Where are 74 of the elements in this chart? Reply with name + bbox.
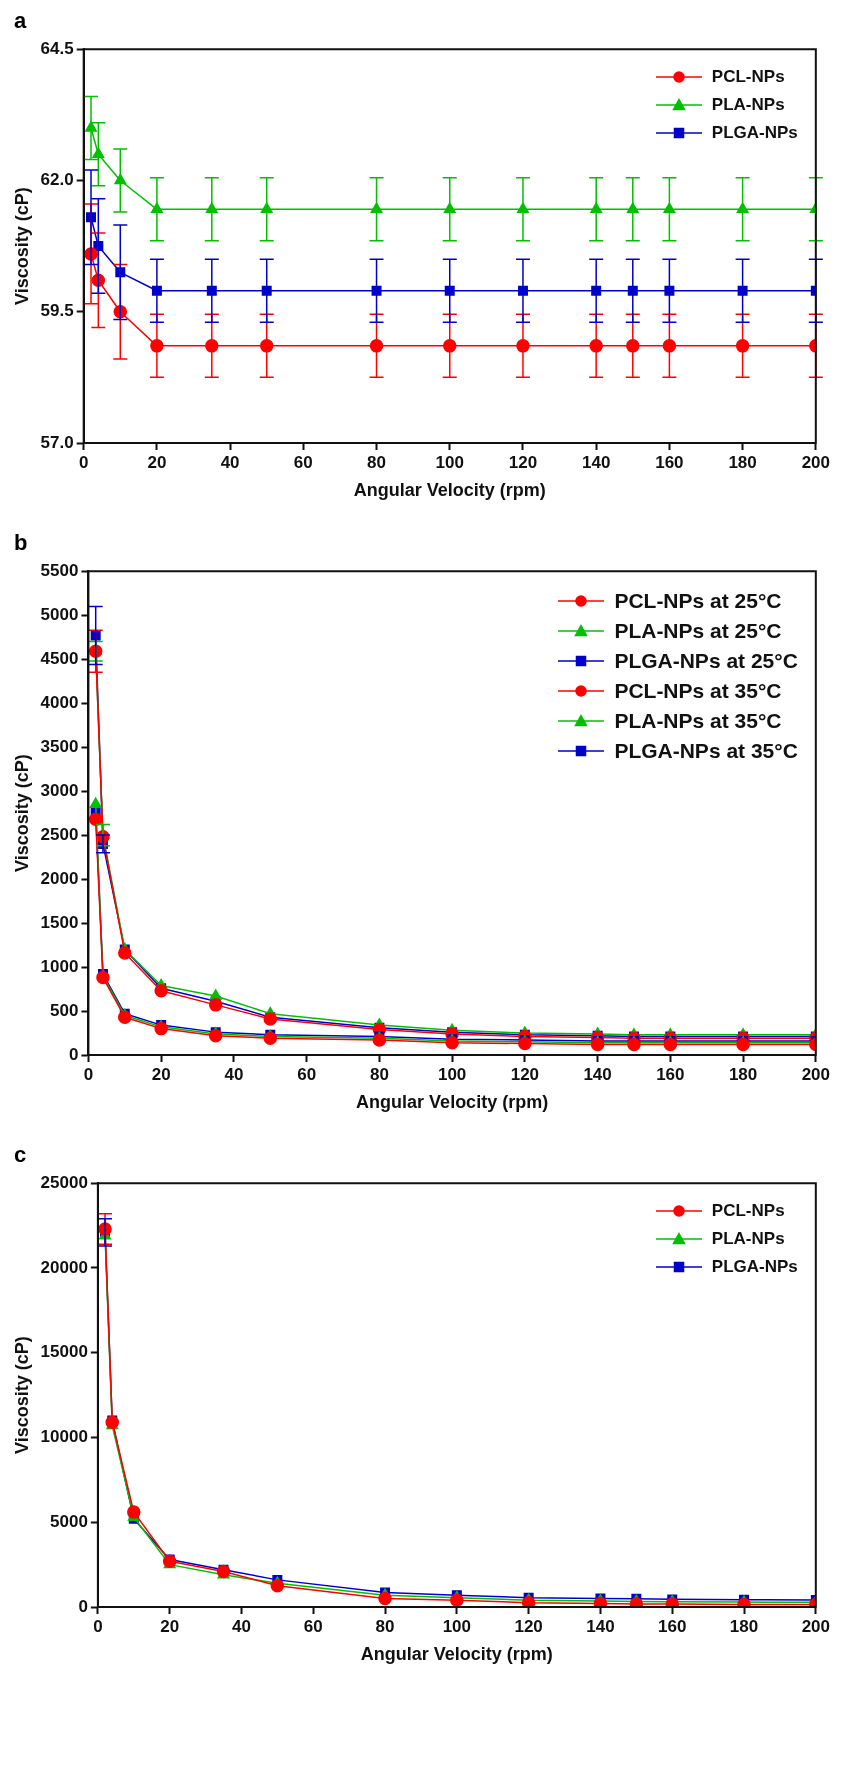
- x-tick-label: 0: [93, 1616, 103, 1636]
- x-tick-label: 100: [435, 452, 464, 472]
- legend-label: PLA-NPs at 35°C: [614, 709, 782, 734]
- y-tick-label: 5000: [40, 604, 79, 624]
- y-tick-label: 4500: [40, 648, 79, 668]
- x-tick-label: 80: [369, 1064, 389, 1084]
- y-tick-label: 3000: [40, 780, 79, 800]
- legend-label: PLGA-NPs: [711, 1257, 798, 1278]
- y-tick-label: 10000: [40, 1427, 88, 1447]
- y-tick-label: 500: [50, 1000, 79, 1020]
- x-axis-title: Angular Velocity (rpm): [353, 480, 546, 501]
- x-tick-label: 140: [586, 1616, 615, 1636]
- y-axis-title: Viscosity (cP): [11, 1336, 32, 1454]
- legend-label: PLA-NPs: [711, 95, 785, 116]
- x-tick-label: 200: [801, 1616, 831, 1636]
- x-tick-label: 160: [656, 1064, 685, 1084]
- x-tick-label: 20: [160, 1616, 180, 1636]
- y-tick-label: 1000: [40, 956, 79, 976]
- x-tick-label: 200: [801, 452, 831, 472]
- x-tick-label: 100: [442, 1616, 472, 1636]
- legend-label: PLGA-NPs at 35°C: [614, 739, 798, 764]
- x-tick-label: 140: [583, 1064, 612, 1084]
- chart-title: b: [13, 530, 29, 557]
- x-tick-label: 40: [232, 1616, 251, 1636]
- legend-label: PCL-NPs at 25°C: [614, 589, 782, 614]
- y-tick-label: 0: [78, 1596, 88, 1616]
- y-tick-label: 4000: [40, 692, 79, 712]
- y-tick-label: 2500: [40, 824, 79, 844]
- legend-label: PLA-NPs: [711, 1229, 785, 1250]
- legend-label: PLGA-NPs at 25°C: [614, 649, 798, 674]
- x-tick-label: 120: [514, 1616, 543, 1636]
- x-tick-label: 80: [367, 452, 386, 472]
- x-tick-label: 100: [437, 1064, 467, 1084]
- y-tick-label: 64.5: [40, 38, 74, 58]
- legend-label: PCL-NPs: [711, 67, 785, 88]
- y-axis-title: Viscosity (cP): [11, 754, 32, 872]
- x-tick-label: 60: [297, 1064, 317, 1084]
- x-tick-label: 160: [655, 452, 684, 472]
- x-tick-label: 180: [728, 452, 757, 472]
- x-tick-label: 20: [151, 1064, 171, 1084]
- x-tick-label: 120: [508, 452, 538, 472]
- y-axis-title: Viscosity (cP): [11, 187, 32, 305]
- legend-label: PLGA-NPs: [711, 123, 798, 144]
- x-tick-label: 80: [375, 1616, 395, 1636]
- y-tick-label: 0: [68, 1044, 79, 1064]
- y-tick-label: 25000: [40, 1172, 88, 1192]
- x-tick-label: 20: [147, 452, 167, 472]
- x-tick-label: 60: [293, 452, 313, 472]
- y-tick-label: 59.5: [40, 301, 74, 321]
- x-tick-label: 40: [224, 1064, 244, 1084]
- y-tick-label: 57.0: [40, 432, 74, 452]
- y-tick-label: 3500: [40, 736, 79, 756]
- y-tick-label: 1500: [40, 912, 79, 932]
- legend-label: PCL-NPs at 35°C: [614, 679, 782, 704]
- y-tick-label: 5500: [40, 560, 79, 580]
- y-tick-label: 62.0: [40, 170, 74, 190]
- x-tick-label: 160: [658, 1616, 687, 1636]
- chart-title: a: [13, 8, 28, 35]
- x-tick-label: 180: [728, 1064, 758, 1084]
- x-tick-label: 180: [729, 1616, 759, 1636]
- x-axis-title: Angular Velocity (rpm): [360, 1644, 553, 1665]
- x-tick-label: 140: [581, 452, 611, 472]
- chart-title: c: [13, 1142, 28, 1169]
- x-tick-label: 120: [510, 1064, 540, 1084]
- x-tick-label: 200: [801, 1064, 831, 1084]
- y-tick-label: 5000: [50, 1511, 88, 1531]
- y-tick-label: 2000: [40, 868, 79, 888]
- legend-label: PLA-NPs at 25°C: [614, 619, 782, 644]
- y-tick-label: 20000: [40, 1257, 88, 1277]
- x-axis-title: Angular Velocity (rpm): [356, 1092, 549, 1113]
- x-tick-label: 40: [220, 452, 240, 472]
- legend-label: PCL-NPs: [711, 1201, 785, 1222]
- y-tick-label: 15000: [40, 1342, 88, 1362]
- x-tick-label: 60: [303, 1616, 323, 1636]
